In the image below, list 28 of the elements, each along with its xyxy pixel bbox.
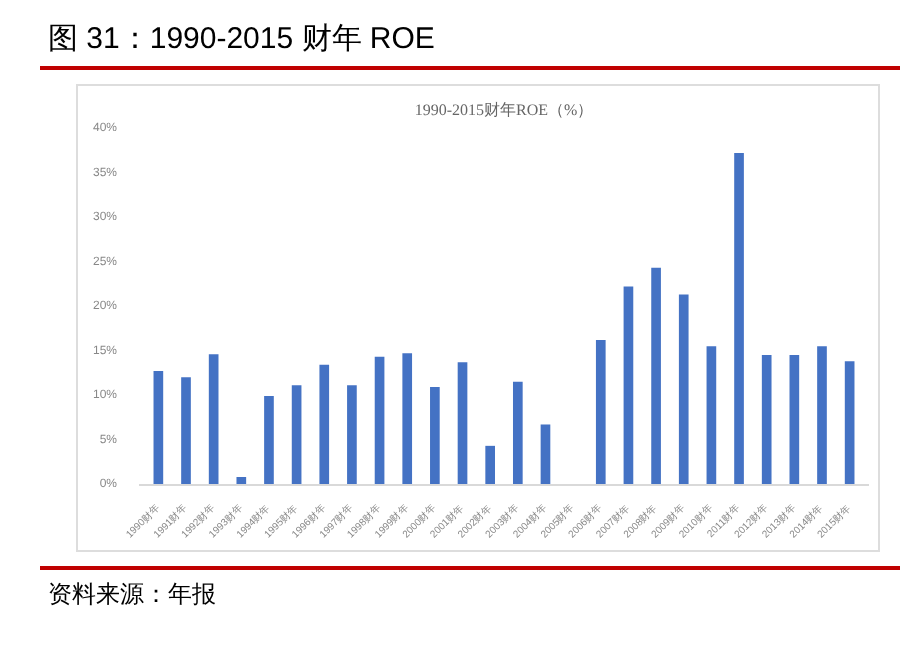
bar [761, 355, 772, 486]
bar [181, 378, 191, 486]
bar [430, 387, 440, 486]
bar [817, 347, 827, 486]
bar [789, 355, 800, 486]
bar [651, 268, 661, 486]
bar [347, 386, 357, 486]
bar [678, 295, 689, 486]
bar [485, 446, 496, 486]
bar [540, 425, 551, 486]
bar [208, 355, 219, 486]
bar [844, 362, 855, 486]
bar [291, 386, 302, 486]
bar [512, 382, 523, 486]
bar [264, 396, 274, 486]
bar [236, 477, 247, 486]
bar [734, 153, 744, 486]
bar [153, 371, 164, 486]
bar [402, 354, 413, 486]
bar [319, 365, 330, 486]
bar [623, 287, 634, 486]
chart-subtitle: 1990-2015财年ROE（%） [414, 101, 594, 120]
bar [706, 347, 717, 486]
bar [595, 340, 606, 486]
bar [457, 363, 468, 486]
bar [374, 357, 385, 486]
chart-title: 图 31：1990-2015 财年 ROE [48, 20, 435, 60]
text: 资料来源：年报 [48, 578, 216, 613]
